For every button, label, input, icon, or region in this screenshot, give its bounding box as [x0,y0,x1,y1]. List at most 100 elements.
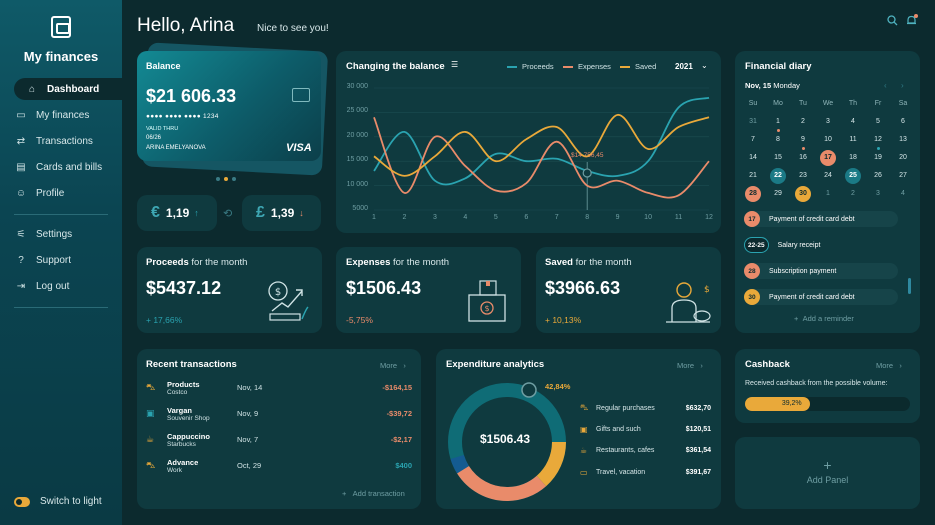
search-icon[interactable] [887,15,898,29]
calendar-day[interactable]: 7 [751,136,755,143]
add-panel-button[interactable]: + Add Panel [735,437,920,509]
carousel-dot[interactable] [232,177,236,181]
nav-cards-and-bills[interactable]: ▤ Cards and bills [14,156,122,178]
nav-settings[interactable]: ⚟ Settings [14,223,122,245]
card-carousel-dots[interactable] [216,177,236,181]
calendar-day[interactable]: 30 [795,186,811,202]
category-regular-purchases[interactable]: ⛍ Regular purchases $632,70 [580,401,711,415]
year-select[interactable]: 2021 [675,62,693,71]
nav-my-finances[interactable]: ▭ My finances [14,104,122,126]
carousel-dot[interactable] [216,177,220,181]
add-reminder-button[interactable]: + Add a reminder [794,314,854,323]
card-expiry: 06/26 [146,135,162,141]
chevron-left-icon[interactable]: ‹ [884,81,887,90]
calendar-day[interactable]: 8 [776,136,780,143]
chevron-down-icon[interactable]: ⌄ [701,61,708,70]
calendar-day[interactable]: 12 [874,136,882,143]
calendar-day[interactable]: 10 [824,136,832,143]
series-line-proceeds[interactable] [373,96,710,186]
nav-support[interactable]: ? Support [14,249,122,271]
bell-icon[interactable] [906,15,917,29]
expenditure-title: Expenditure analytics [446,359,545,370]
calendar-day[interactable]: 3 [826,118,830,125]
event-date-badge: 28 [744,263,760,279]
diary-event[interactable]: 22-25 Salary receipt [744,237,898,253]
calendar-day[interactable]: 2 [851,190,855,197]
greeting: Hello, Arina [137,15,235,36]
carousel-dot-active[interactable] [224,177,228,181]
calendar-day[interactable]: 15 [774,154,782,161]
cashback-more-link[interactable]: More › [876,361,902,370]
calendar-day[interactable]: 27 [899,172,907,179]
add-transaction-button[interactable]: + Add transaction [342,489,405,498]
menu-icon[interactable]: ☰ [451,60,459,69]
nav-log-out[interactable]: ⇥ Log out [14,275,122,297]
diary-event[interactable]: 17 Payment of credit card debt [744,211,898,227]
transaction-row[interactable]: ☕ Cappuccino Starbucks Nov, 7 -$2,17 [146,432,412,456]
transaction-row[interactable]: ⛍ Advance Work Oct, 29 $400 [146,458,412,482]
series-line-expenses[interactable] [373,116,710,199]
wallet-icon: ▭ [16,109,26,121]
calendar-day[interactable]: 26 [874,172,882,179]
calendar-day[interactable]: 9 [801,136,805,143]
calendar-day[interactable]: 23 [799,172,807,179]
calendar-day[interactable]: 3 [876,190,880,197]
chevron-right-icon[interactable]: › [901,81,904,90]
more-label: More [677,361,695,370]
calendar-day[interactable]: 6 [901,118,905,125]
calendar-day[interactable]: 11 [849,136,857,143]
y-tick-label: 25 000 [346,107,368,115]
gbp-rate: 1,39 [270,206,295,220]
calendar-day[interactable]: 4 [851,118,855,125]
transaction-sub: Work [167,467,183,474]
calendar-day[interactable]: 5 [876,118,880,125]
nav-transactions[interactable]: ⇄ Transactions [14,130,122,152]
donut-segment-restaurants[interactable] [448,383,566,501]
theme-switch[interactable]: Switch to light [14,496,102,507]
category-travel[interactable]: ▭ Travel, vacation $391,67 [580,465,711,479]
calendar-day[interactable]: 22 [770,168,786,184]
diary-event[interactable]: 28 Subscription payment [744,263,898,279]
diary-event[interactable]: 30 Payment of credit card debt [744,289,898,305]
transaction-row[interactable]: ▣ Vargan Souvenir Shop Nov, 9 -$39,72 [146,406,412,430]
calendar-day[interactable]: 19 [874,154,882,161]
expenditure-more-link[interactable]: More › [677,361,703,370]
calendar-day[interactable]: 13 [899,136,907,143]
balance-card[interactable]: Balance $21 606.33 ●●●● ●●●● ●●●● 1234 V… [137,51,321,161]
transaction-row[interactable]: ⛍ Products Costco Nov, 14 -$164,15 [146,380,412,404]
diary-scrollbar[interactable] [908,278,911,294]
calendar-day[interactable]: 21 [749,172,757,179]
calendar-day[interactable]: 14 [749,154,757,161]
calendar-day[interactable]: 24 [824,172,832,179]
nav-dashboard[interactable]: ⌂ Dashboard [14,78,122,100]
category-restaurants[interactable]: ☕ Restaurants, cafes $361,54 [580,443,711,457]
series-line-saved[interactable] [373,113,710,177]
nav-divider [14,307,108,308]
category-value: $391,67 [685,468,711,476]
expenses-change: -5,75% [346,315,373,325]
category-name: Restaurants, cafes [596,446,655,454]
calendar-day[interactable]: 31 [749,118,757,125]
donut-segment-regular-purchases[interactable] [448,383,566,501]
category-gifts[interactable]: ▣ Gifts and such $120,51 [580,422,711,436]
nav-label: Cards and bills [36,161,103,173]
savings-illustration-icon: $ [666,282,711,323]
swap-icon[interactable]: ⟲ [223,208,233,220]
x-tick-label: 1 [372,214,376,221]
calendar-day[interactable]: 18 [849,154,857,161]
transactions-more-link[interactable]: More › [380,361,406,370]
calendar-day[interactable]: 29 [774,190,782,197]
calendar-day[interactable]: 28 [745,186,761,202]
cart-icon: ⛍ [146,460,156,470]
calendar-day[interactable]: 20 [899,154,907,161]
calendar-day[interactable]: 4 [901,190,905,197]
calendar-day[interactable]: 16 [799,154,807,161]
calendar-day[interactable]: 1 [826,190,830,197]
calendar-day[interactable]: 2 [801,118,805,125]
nav-profile[interactable]: ☺ Profile [14,182,122,204]
calendar-day[interactable]: 25 [845,168,861,184]
euro-icon: € [151,204,160,221]
y-tick-label: 20 000 [346,131,368,139]
calendar-day[interactable]: 17 [820,150,836,166]
calendar-day[interactable]: 1 [776,118,780,125]
